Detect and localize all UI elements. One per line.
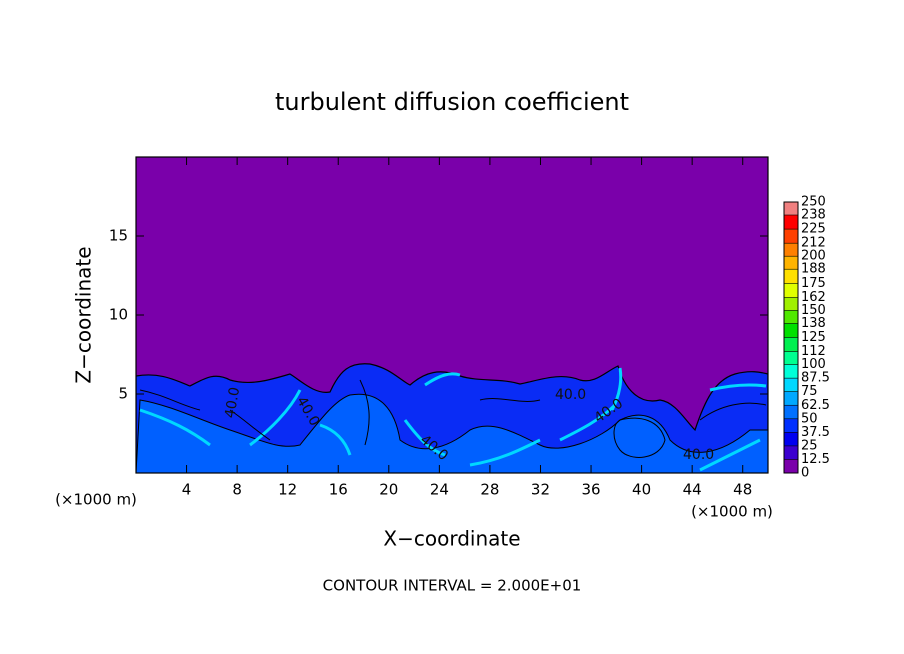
colorbar-label: 0 bbox=[801, 466, 809, 481]
x-unit-label: (×1000 m) bbox=[55, 491, 137, 509]
colorbar-label: 200 bbox=[801, 249, 826, 264]
colorbar-band bbox=[784, 229, 798, 244]
x-unit-label: (×1000 m) bbox=[691, 503, 773, 521]
colorbar-band bbox=[784, 215, 798, 230]
colorbar-frame bbox=[783, 201, 799, 474]
colorbar-label: 37.5 bbox=[801, 425, 830, 440]
colorbar-label: 175 bbox=[801, 276, 826, 291]
y-tick-label: 5 bbox=[118, 385, 128, 403]
colorbar-band bbox=[784, 405, 798, 419]
colorbar-label: 125 bbox=[801, 330, 826, 345]
colorbar-label: 238 bbox=[801, 208, 826, 223]
x-axis-label: X−coordinate bbox=[383, 527, 520, 551]
colorbar-band bbox=[784, 351, 798, 365]
colorbar-label: 250 bbox=[801, 195, 826, 210]
colorbar-band bbox=[784, 432, 798, 446]
x-tick-label: 40 bbox=[632, 481, 651, 499]
contour-label: 40.0 bbox=[683, 447, 714, 463]
y-axis-label: Z−coordinate bbox=[72, 246, 96, 383]
colorbar-band bbox=[784, 364, 798, 379]
footer-note: CONTOUR INTERVAL = 2.000E+01 bbox=[323, 577, 582, 595]
colorbar-label: 225 bbox=[801, 222, 826, 237]
colorbar-label: 188 bbox=[801, 262, 826, 277]
x-tick-label: 28 bbox=[480, 481, 499, 499]
x-tick-label: 12 bbox=[278, 481, 297, 499]
colorbar-label: 100 bbox=[801, 357, 826, 372]
colorbar-label: 12.5 bbox=[801, 452, 830, 467]
colorbar-label: 112 bbox=[801, 344, 826, 359]
colorbar-label: 150 bbox=[801, 303, 826, 318]
x-tick-label: 8 bbox=[232, 481, 242, 499]
x-tick-label: 24 bbox=[430, 481, 449, 499]
colorbar-band bbox=[784, 310, 798, 324]
x-tick-label: 48 bbox=[733, 481, 752, 499]
field-streak bbox=[139, 367, 767, 472]
colorbar-label: 138 bbox=[801, 316, 826, 331]
colorbar-band bbox=[784, 323, 798, 338]
contour-field: 40.0 40.0 40.0 40.0 40.0 40.0 bbox=[136, 157, 768, 473]
contour-label: 40.0 bbox=[555, 387, 586, 403]
contour-label: 40.0 bbox=[222, 386, 243, 419]
colorbar-label: 162 bbox=[801, 290, 826, 305]
colorbar-label: 75 bbox=[801, 384, 818, 399]
colorbar-band bbox=[784, 283, 798, 298]
colorbar-band bbox=[784, 337, 798, 352]
colorbar-label: 62.5 bbox=[801, 398, 830, 413]
x-tick-label: 32 bbox=[531, 481, 550, 499]
colorbar-band bbox=[784, 391, 798, 406]
colorbar-band bbox=[784, 269, 798, 284]
colorbar-band bbox=[784, 297, 798, 311]
colorbar-label: 212 bbox=[801, 236, 826, 251]
field-contour bbox=[139, 379, 767, 458]
colorbar-band bbox=[784, 256, 798, 270]
colorbar-band bbox=[784, 445, 798, 460]
y-tick-label: 15 bbox=[109, 227, 128, 245]
colorbar-band bbox=[784, 378, 798, 392]
chart-title: turbulent diffusion coefficient bbox=[275, 88, 629, 116]
colorbar-band bbox=[784, 418, 798, 433]
x-tick-label: 16 bbox=[329, 481, 348, 499]
colorbar-label: 87.5 bbox=[801, 371, 830, 386]
colorbar-label: 25 bbox=[801, 438, 818, 453]
y-tick-label: 10 bbox=[109, 306, 128, 324]
colorbar-label: 50 bbox=[801, 411, 818, 426]
x-tick-label: 4 bbox=[182, 481, 192, 499]
x-tick-label: 36 bbox=[581, 481, 600, 499]
x-tick-label: 20 bbox=[379, 481, 398, 499]
field-swirl bbox=[136, 393, 768, 473]
colorbar-band bbox=[784, 459, 798, 473]
colorbar-band bbox=[784, 202, 798, 216]
colorbar-band bbox=[784, 243, 798, 257]
x-tick-label: 44 bbox=[683, 481, 702, 499]
